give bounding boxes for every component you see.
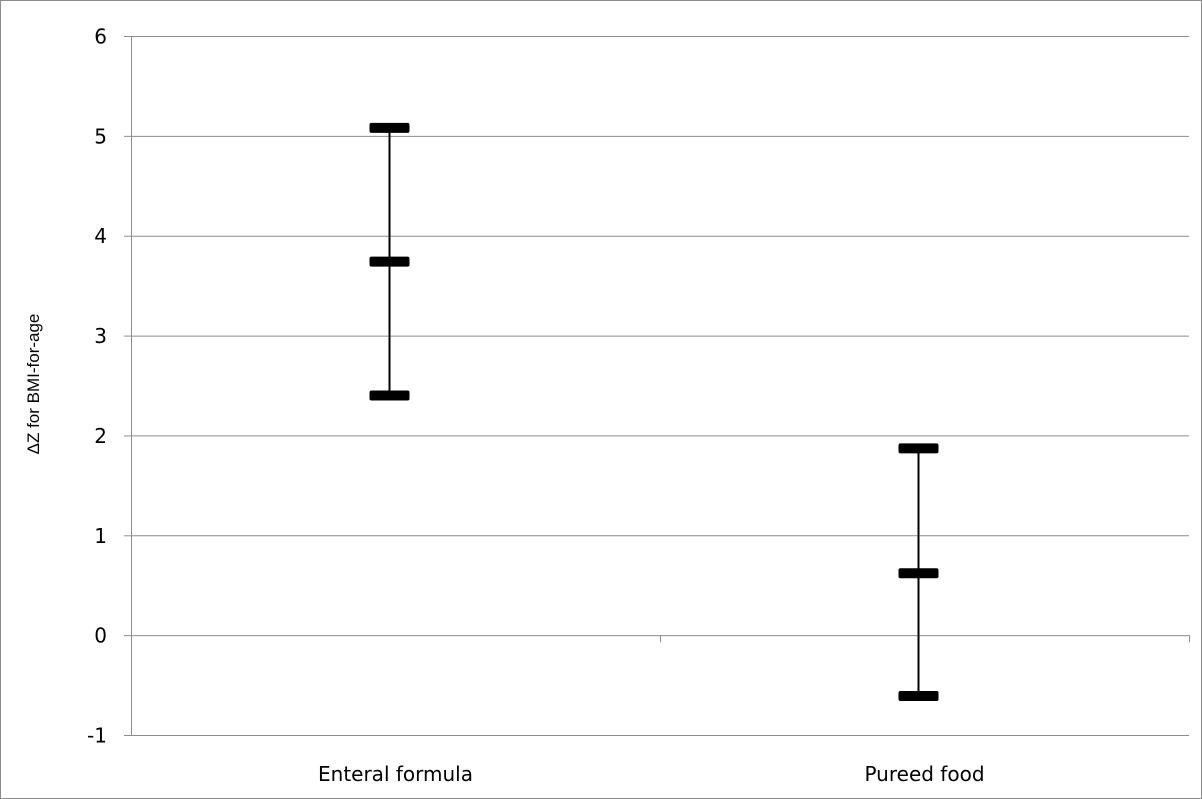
category-label: Pureed food [864,762,984,786]
y-tick-label: 1 [94,524,107,548]
y-tick-label: 3 [94,324,107,348]
error-bar-low-marker [898,691,939,702]
error-bar-mid-marker [898,568,939,579]
y-tick-label: 2 [94,424,107,448]
error-bar-mid-marker [369,256,410,267]
category-label: Enteral formula [318,762,473,786]
error-bar-high-marker [369,122,410,133]
y-tick-label: 4 [94,224,107,248]
y-tick-label: 5 [94,124,107,148]
y-tick-label: -1 [87,724,107,748]
error-bar-low-marker [369,390,410,401]
error-bar-high-marker [898,443,939,454]
error-bar-2 [898,443,939,702]
y-tick-label: 0 [94,624,107,648]
y-axis-title: ΔZ for BMI-for-age [24,314,43,455]
y-tick-label: 6 [94,25,107,49]
category-labels: Enteral formula Pureed food [318,762,985,786]
gridlines [131,36,1189,736]
y-tick-labels: -1 0 1 2 3 4 5 6 [87,25,107,748]
error-bar-1 [369,122,410,401]
error-bars [369,122,939,702]
axes [124,36,1190,736]
